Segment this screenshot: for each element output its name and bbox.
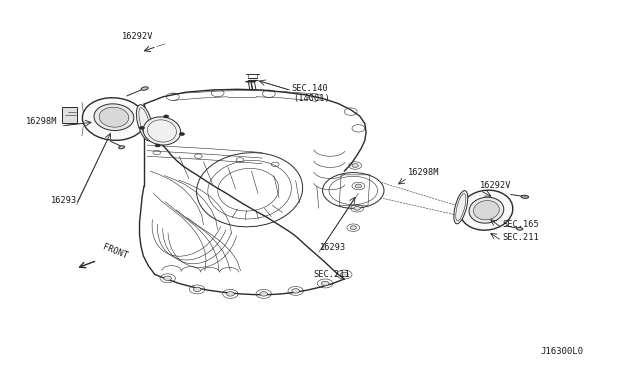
Ellipse shape bbox=[474, 201, 499, 220]
Text: 16293: 16293 bbox=[320, 243, 346, 252]
Ellipse shape bbox=[83, 98, 145, 140]
Text: 16298M: 16298M bbox=[408, 168, 440, 177]
Ellipse shape bbox=[136, 105, 153, 141]
Ellipse shape bbox=[143, 117, 180, 145]
Circle shape bbox=[355, 184, 362, 188]
Circle shape bbox=[227, 292, 234, 296]
Ellipse shape bbox=[516, 227, 523, 230]
Circle shape bbox=[354, 206, 360, 210]
Circle shape bbox=[140, 126, 145, 129]
Circle shape bbox=[321, 281, 329, 286]
FancyBboxPatch shape bbox=[62, 107, 77, 123]
Circle shape bbox=[352, 164, 358, 167]
Text: 16292V: 16292V bbox=[480, 181, 511, 190]
Text: J16300L0: J16300L0 bbox=[541, 347, 584, 356]
Text: SEC.211: SEC.211 bbox=[314, 270, 350, 279]
Text: 16293: 16293 bbox=[51, 196, 77, 205]
Text: SEC.211: SEC.211 bbox=[502, 233, 539, 242]
Circle shape bbox=[179, 132, 184, 135]
Ellipse shape bbox=[469, 197, 504, 223]
Ellipse shape bbox=[99, 107, 129, 127]
Circle shape bbox=[164, 115, 169, 118]
Text: (14001): (14001) bbox=[293, 94, 330, 103]
Circle shape bbox=[155, 144, 160, 147]
Text: 16298M: 16298M bbox=[26, 118, 57, 126]
Ellipse shape bbox=[454, 190, 468, 224]
Text: 16292V: 16292V bbox=[122, 32, 153, 41]
Text: SEC.140: SEC.140 bbox=[291, 84, 328, 93]
Text: FRONT: FRONT bbox=[101, 243, 129, 261]
Ellipse shape bbox=[460, 190, 513, 230]
Circle shape bbox=[193, 287, 201, 292]
Circle shape bbox=[260, 292, 268, 296]
Ellipse shape bbox=[118, 146, 125, 149]
Circle shape bbox=[292, 289, 300, 293]
Circle shape bbox=[350, 226, 356, 230]
Circle shape bbox=[340, 272, 348, 277]
Text: SEC.165: SEC.165 bbox=[502, 220, 539, 229]
Ellipse shape bbox=[521, 195, 529, 198]
Ellipse shape bbox=[94, 104, 134, 131]
Ellipse shape bbox=[141, 87, 148, 90]
Circle shape bbox=[164, 276, 172, 280]
